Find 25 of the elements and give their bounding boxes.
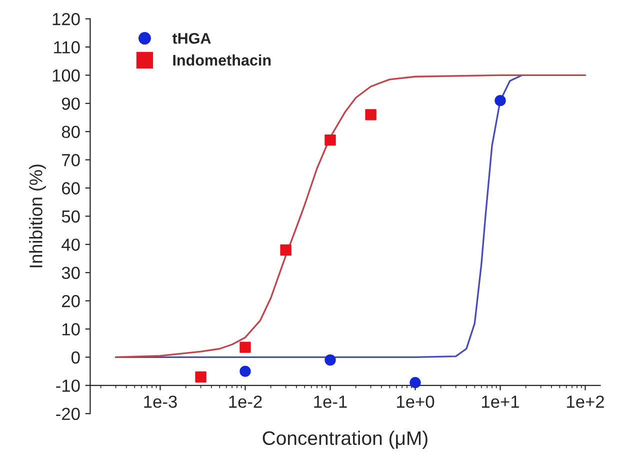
y-tick-label: 40 bbox=[62, 238, 80, 251]
y-tick-label: 80 bbox=[62, 126, 80, 138]
x-tick-label: 1e+0 bbox=[397, 396, 434, 408]
y-tick-label: 0 bbox=[71, 351, 80, 364]
y-axis-title: Inhibition (%) bbox=[29, 164, 46, 268]
y-tick-label: 70 bbox=[62, 154, 80, 166]
y-tick-label: 20 bbox=[62, 294, 80, 308]
y-tick-label: 90 bbox=[62, 98, 80, 110]
x-axis-title: Concentration (μM) bbox=[262, 430, 428, 449]
y-tick-label: -10 bbox=[56, 380, 80, 392]
y-tick-label: 10 bbox=[62, 323, 80, 336]
x-tick-label: 1e-3 bbox=[144, 396, 177, 408]
y-tick-label: 110 bbox=[54, 41, 80, 54]
x-tick-label: 1e-1 bbox=[314, 396, 347, 408]
legend-label: tHGA bbox=[172, 32, 211, 44]
y-tick-label: 120 bbox=[52, 12, 80, 26]
x-tick-label: 1e+2 bbox=[567, 396, 604, 408]
y-tick-label: 30 bbox=[62, 266, 80, 280]
x-tick-label: 1e-2 bbox=[229, 396, 262, 408]
y-tick-label: 100 bbox=[52, 69, 80, 82]
x-tick-label: 1e+1 bbox=[482, 396, 519, 408]
y-tick-label: 60 bbox=[62, 182, 80, 194]
y-tick-label: -20 bbox=[56, 408, 80, 420]
y-tick-label: 50 bbox=[62, 210, 80, 223]
legend-label: Indomethacin bbox=[173, 54, 271, 66]
